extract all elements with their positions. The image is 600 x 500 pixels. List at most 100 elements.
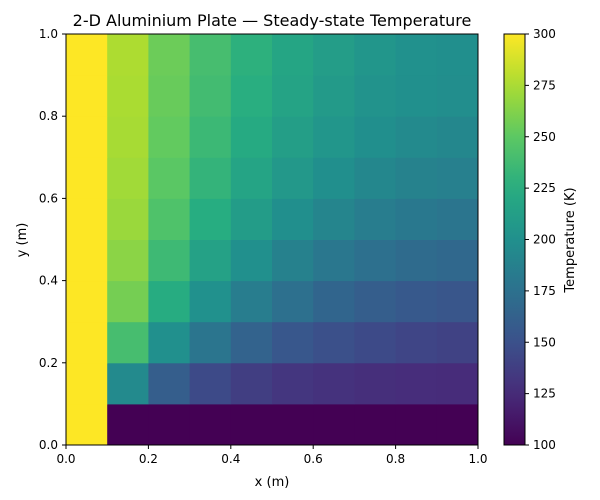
heatmap-cell — [354, 280, 397, 323]
heatmap-cell — [395, 116, 438, 158]
heatmap-cell — [436, 34, 479, 76]
colorbar-ticks: 100 125 150 175 200 225 250 275 300 — [525, 27, 556, 452]
heatmap-cell — [313, 157, 355, 199]
y-tick-label: 0.6 — [39, 191, 58, 205]
heatmap-cell — [189, 403, 232, 446]
colorbar-tick-label: 275 — [533, 78, 556, 92]
heatmap-cell — [148, 321, 191, 364]
heatmap-cell — [272, 362, 314, 405]
heatmap-cell — [272, 157, 314, 199]
heatmap-cell — [107, 362, 149, 405]
heatmap-cell — [272, 321, 314, 364]
x-tick-label: 0.2 — [139, 452, 158, 466]
x-axis-ticks: 0.0 0.2 0.4 0.6 0.8 1.0 — [56, 445, 488, 466]
heatmap-cell — [395, 280, 438, 323]
y-tick-label: 0.0 — [39, 438, 58, 452]
colorbar-tick-label: 150 — [533, 335, 556, 349]
heatmap-cell — [272, 116, 314, 158]
heatmap-cell — [436, 157, 479, 199]
heatmap-cell — [313, 403, 355, 446]
heatmap-cell — [230, 157, 273, 199]
colorbar-tick-label: 300 — [533, 27, 556, 41]
heatmap-cell — [230, 75, 273, 117]
heatmap-cell — [107, 157, 149, 199]
heatmap-cell — [148, 198, 191, 240]
heatmap-cell — [66, 157, 108, 199]
heatmap-cell — [107, 34, 149, 76]
heatmap-cell — [313, 34, 355, 76]
heatmap-cell — [148, 403, 191, 446]
heatmap-cell — [313, 116, 355, 158]
heatmap-cell — [354, 75, 397, 117]
plot-frame — [65, 33, 479, 446]
heatmap-cell — [395, 403, 438, 446]
heatmap-cell — [148, 34, 191, 76]
heatmap-cell — [66, 403, 108, 446]
heatmap-cell — [66, 239, 108, 282]
heatmap-cell — [354, 34, 397, 76]
heatmap-cell — [395, 75, 438, 117]
heatmap-cell — [436, 280, 479, 323]
heatmap-cell — [436, 75, 479, 117]
heatmap-cell — [66, 321, 108, 364]
heatmap-cell — [66, 34, 108, 76]
y-axis-ticks: 0.0 0.2 0.4 0.6 0.8 1.0 — [39, 27, 66, 452]
chart-title: 2-D Aluminium Plate — Steady-state Tempe… — [73, 11, 472, 30]
heatmap-cell — [189, 280, 232, 323]
heatmap-cell — [313, 280, 355, 323]
heatmap-cell — [354, 362, 397, 405]
x-tick-label: 0.4 — [221, 452, 240, 466]
heatmap-cell — [148, 157, 191, 199]
heatmap-cell — [148, 362, 191, 405]
heatmap-cell — [230, 239, 273, 282]
heatmap-cell — [354, 198, 397, 240]
colorbar — [503, 33, 526, 446]
colorbar-tick-label: 175 — [533, 284, 556, 298]
heatmap-cell — [230, 198, 273, 240]
heatmap-cell — [66, 362, 108, 405]
x-axis-label: x (m) — [255, 475, 290, 490]
colorbar-tick-label: 225 — [533, 181, 556, 195]
heatmap-cell — [230, 403, 273, 446]
heatmap-cell — [189, 34, 232, 76]
heatmap-cell — [189, 239, 232, 282]
x-tick-label: 1.0 — [468, 452, 487, 466]
heatmap-cell — [313, 239, 355, 282]
heatmap-cell — [230, 362, 273, 405]
heatmap-cell — [436, 198, 479, 240]
colorbar-tick-label: 250 — [533, 130, 556, 144]
heatmap-cell — [354, 321, 397, 364]
heatmap-cell — [189, 362, 232, 405]
heatmap-cell — [66, 116, 108, 158]
heatmap-cell — [354, 239, 397, 282]
heatmap-cell — [436, 362, 479, 405]
heatmap-cell — [107, 239, 149, 282]
heatmap-cell — [354, 403, 397, 446]
heatmap-cell — [148, 116, 191, 158]
y-axis-label: y (m) — [15, 223, 30, 258]
heatmap-cell — [230, 116, 273, 158]
heatmap-cell — [313, 321, 355, 364]
heatmap-cell — [189, 321, 232, 364]
heatmap-cell — [395, 34, 438, 76]
heatmap-cell — [148, 75, 191, 117]
x-tick-label: 0.0 — [56, 452, 75, 466]
colorbar-tick-label: 100 — [533, 438, 556, 452]
heatmap-cell — [230, 321, 273, 364]
y-tick-label: 1.0 — [39, 27, 58, 41]
colorbar-tick-label: 125 — [533, 387, 556, 401]
heatmap-cell — [272, 75, 314, 117]
heatmap-cell — [107, 116, 149, 158]
heatmap-cell — [354, 157, 397, 199]
heatmap-cell — [395, 321, 438, 364]
heatmap-cell — [313, 198, 355, 240]
heatmap-cell — [189, 116, 232, 158]
x-tick-label: 0.8 — [386, 452, 405, 466]
heatmap-cell — [436, 321, 479, 364]
heatmap-cell — [148, 280, 191, 323]
heatmap-cell — [66, 280, 108, 323]
heatmap-cell — [354, 116, 397, 158]
heatmap-cell — [395, 239, 438, 282]
heatmap-cell — [436, 239, 479, 282]
